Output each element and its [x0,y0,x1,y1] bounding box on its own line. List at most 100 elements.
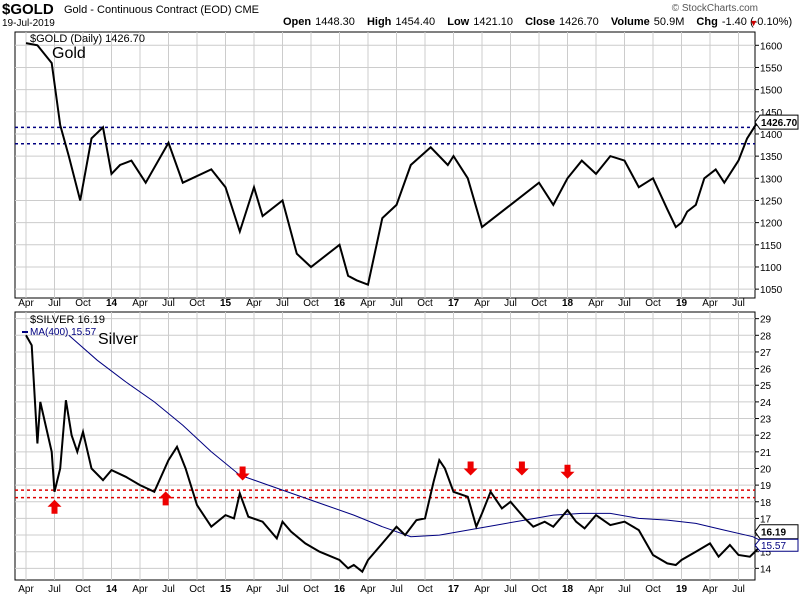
silver-x-tick-label: Jul [48,584,61,595]
gold-x-tick-label: Apr [474,298,490,309]
silver-x-tick-label: 17 [448,584,460,595]
chart-header: $GOLD Gold - Continuous Contract (EOD) C… [0,0,800,30]
silver-x-tick-label: Oct [645,584,661,595]
gold-y-tick-label: 1350 [760,152,783,163]
silver-last-value-tag: 16.19 15.57 [754,524,799,552]
silver-x-tick-label: Jul [618,584,631,595]
silver-y-tick-label: 24 [760,398,772,409]
arrow-down-icon [463,461,478,476]
silver-x-tick-label: Jul [504,584,517,595]
silver-x-tick-label: 19 [676,584,688,595]
silver-horizontal-levels [15,489,755,499]
silver-y-tick-label: 26 [760,365,772,376]
gold-x-tick-label: 19 [676,298,688,309]
open-label: Open [283,16,312,28]
silver-gridlines [15,312,755,580]
gold-y-tick-label: 1500 [760,86,783,97]
silver-y-tick-label: 21 [760,448,772,459]
silver-y-tick-label: 15 [760,548,772,559]
chg-value: -1.40 (-0.10%) [721,16,793,28]
silver-y-tick-label: 22 [760,431,772,442]
volume-label: Volume [610,16,650,28]
gold-title: $GOLD (Daily) 1426.70 [30,33,145,45]
gold-x-tick-label: Jul [504,298,517,309]
gold-x-tick-label: Oct [75,298,91,309]
gold-x-axis: Apr Jul Oct 14 Apr Jul Oct 15 Apr Jul Oct 16 Apr Jul O… [18,298,745,309]
low-label: Low [447,16,470,28]
chart-date: 19-Jul-2019 [2,18,55,29]
silver-x-tick-label: 16 [334,584,346,595]
stockcharts-logo: © StockCharts.com [671,3,758,14]
gold-x-tick-label: 18 [562,298,574,309]
dropdown-triangle-icon[interactable]: ▼ [749,18,758,28]
ma-last-value: 15.57 [761,541,786,552]
silver-last-value: 16.19 [761,528,786,539]
gold-y-tick-label: 1150 [760,241,782,252]
high-value: 1454.40 [395,16,436,28]
silver-y-tick-label: 20 [760,464,772,475]
silver-x-tick-label: Jul [390,584,403,595]
gold-x-tick-label: Jul [48,298,61,309]
silver-x-tick-label: 15 [220,584,232,595]
gold-price-line [25,42,765,287]
silver-x-axis: Apr Jul Oct 14 Apr Jul Oct 15 Apr Jul Oct 16 Apr Jul O… [18,584,745,595]
silver-y-tick-label: 27 [760,348,772,359]
gold-gridlines [15,32,755,298]
gold-x-tick-label: Apr [132,298,148,309]
gold-x-tick-label: Apr [360,298,376,309]
gold-last-value-box [754,114,799,130]
gold-x-tick-label: Jul [732,298,745,309]
gold-x-tick-label: 17 [448,298,460,309]
silver-y-tick-label: 19 [760,481,772,492]
chg-label: Chg [696,16,718,28]
gold-x-tick-label: Apr [702,298,718,309]
open-value: 1448.30 [315,16,355,28]
gold-y-tick-label: 1300 [760,174,783,185]
silver-last-value-box [754,524,799,540]
gold-horizontal-levels [15,126,755,145]
silver-y-axis: 14151617181920212223242526272829 [755,315,772,575]
ohlc-stats: Open 1448.30 High 1454.40 Low 1421.10 Close… [283,16,800,28]
description: Gold - Continuous Contract (EOD) CME [64,4,259,16]
gold-y-axis: 1050 1100 1150 1200 1250 1300 1350 1400 1450 1500… [755,41,783,296]
gold-plot-frame [14,31,756,299]
silver-x-tick-label: 18 [562,584,574,595]
gold-last-value-tag: 1426.70 [754,114,799,130]
close-value: 1426.70 [559,16,599,28]
silver-x-tick-label: Apr [246,584,262,595]
close-label: Close [525,16,556,28]
silver-x-tick-label: Jul [162,584,175,595]
gold-x-tick-label: Jul [618,298,631,309]
gold-x-tick-label: Apr [18,298,34,309]
gold-y-tick-label: 1200 [760,219,783,230]
silver-x-tick-label: Jul [276,584,289,595]
silver-y-tick-label: 25 [760,381,772,392]
gold-x-tick-label: 15 [220,298,232,309]
silver-x-tick-label: Jul [732,584,745,595]
silver-x-tick-label: Oct [531,584,547,595]
silver-x-tick-label: Oct [303,584,319,595]
gold-x-tick-label: Oct [189,298,205,309]
arrow-down-icon [560,464,575,479]
silver-x-tick-label: Apr [474,584,490,595]
silver-x-tick-label: Apr [588,584,604,595]
silver-y-tick-label: 29 [760,315,772,326]
gold-x-tick-label: Jul [276,298,289,309]
silver-ma-line [68,334,765,543]
gold-y-tick-label: 1550 [760,63,783,74]
silver-title: $SILVER 16.19 [30,314,105,326]
gold-x-tick-label: Oct [303,298,319,309]
gold-y-tick-label: 1600 [760,41,783,52]
silver-arrows [47,461,575,514]
arrow-down-icon [235,466,250,481]
gold-x-tick-label: 16 [334,298,346,309]
gold-last-value: 1426.70 [761,118,798,129]
gold-panel: 1050 1100 1150 1200 1250 1300 1350 1400 1450 1500… [14,31,799,309]
silver-panel-label: Silver [98,331,139,348]
silver-y-tick-label: 28 [760,331,772,342]
gold-x-tick-label: Jul [162,298,175,309]
silver-x-tick-label: Oct [189,584,205,595]
low-value: 1421.10 [473,16,513,28]
gold-x-tick-label: Oct [531,298,547,309]
